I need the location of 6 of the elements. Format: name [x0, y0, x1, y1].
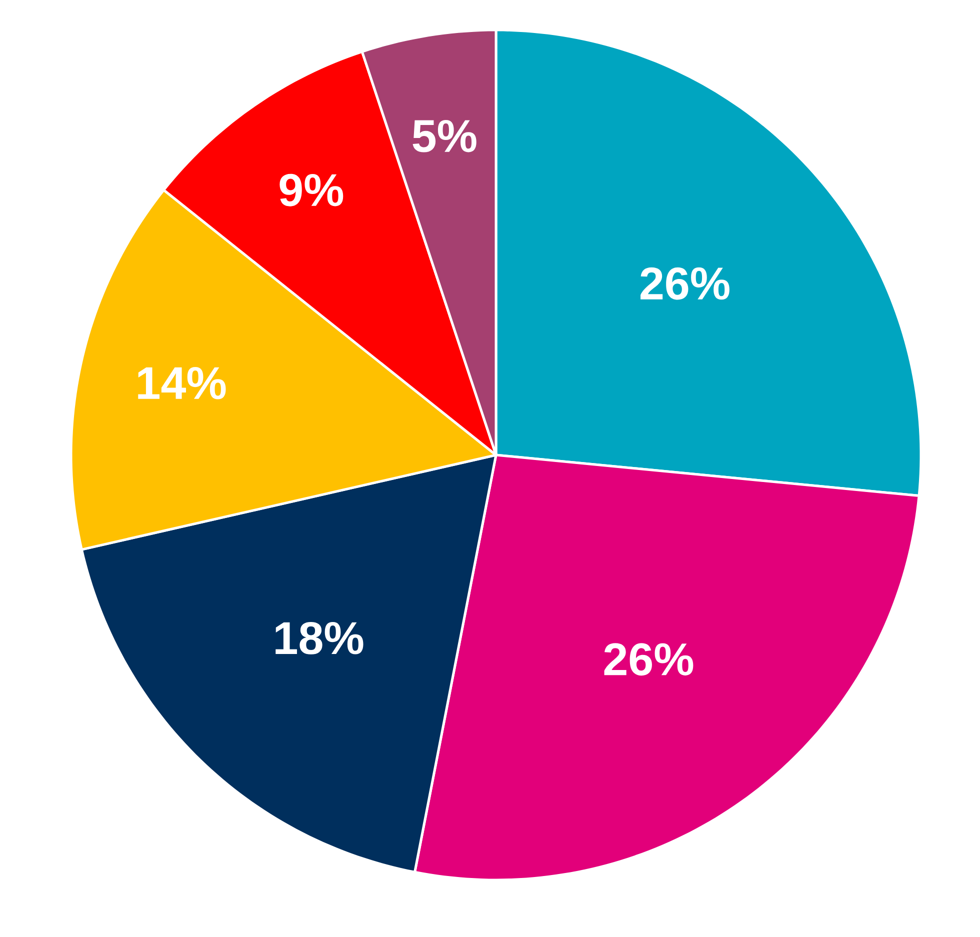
data-label: 9%: [280, 174, 344, 206]
data-label: 26%: [604, 643, 694, 676]
data-label: 5%: [412, 120, 476, 152]
data-label: 26%: [640, 267, 730, 300]
data-label: 18%: [276, 622, 364, 654]
data-label: 14%: [138, 367, 226, 400]
